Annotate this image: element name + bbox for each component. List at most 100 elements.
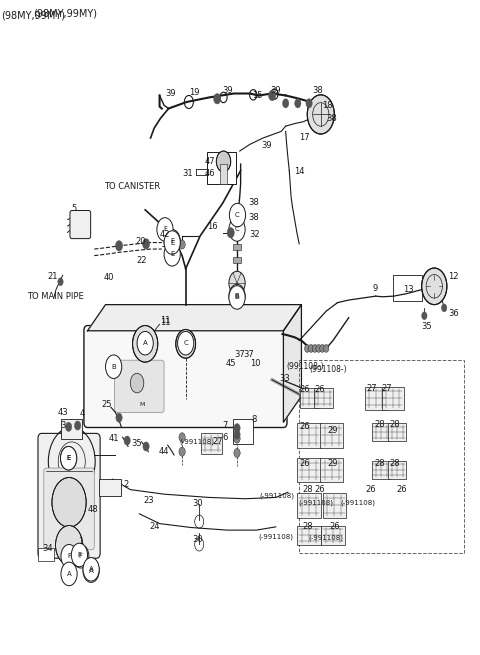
Circle shape — [178, 331, 194, 355]
Circle shape — [324, 345, 329, 352]
Circle shape — [58, 484, 85, 523]
Text: 24: 24 — [149, 522, 159, 531]
Circle shape — [130, 373, 144, 393]
Bar — [372, 423, 390, 441]
Bar — [321, 525, 345, 545]
Circle shape — [164, 242, 180, 266]
Text: E: E — [170, 240, 174, 246]
Text: 35: 35 — [132, 440, 143, 448]
Text: 26: 26 — [299, 459, 310, 468]
Circle shape — [56, 525, 83, 565]
Circle shape — [305, 345, 310, 352]
Text: A: A — [89, 567, 94, 572]
Text: 8: 8 — [252, 415, 257, 424]
Text: 13: 13 — [403, 285, 413, 294]
Circle shape — [115, 240, 123, 251]
Circle shape — [442, 304, 447, 312]
Circle shape — [106, 355, 122, 379]
Text: 30: 30 — [192, 500, 203, 508]
Text: 27: 27 — [212, 438, 223, 446]
Bar — [323, 493, 346, 517]
Bar — [388, 461, 407, 479]
Circle shape — [132, 326, 158, 362]
Text: 45: 45 — [226, 359, 236, 368]
Bar — [298, 493, 321, 517]
Circle shape — [164, 231, 180, 254]
Circle shape — [307, 95, 334, 134]
Text: (-991108): (-991108) — [179, 439, 214, 445]
Text: 33: 33 — [279, 374, 290, 383]
Text: 38: 38 — [326, 114, 337, 123]
FancyBboxPatch shape — [70, 210, 91, 238]
Text: 9: 9 — [372, 284, 377, 293]
Text: 14: 14 — [294, 168, 304, 176]
Text: 4: 4 — [80, 409, 85, 419]
Text: 28: 28 — [389, 459, 400, 468]
FancyBboxPatch shape — [38, 434, 100, 558]
Bar — [233, 257, 240, 263]
Text: 28: 28 — [302, 522, 312, 531]
Text: 28: 28 — [389, 420, 400, 429]
Polygon shape — [87, 305, 301, 331]
Circle shape — [229, 284, 245, 308]
Circle shape — [421, 312, 427, 320]
Bar — [393, 275, 422, 301]
Circle shape — [229, 217, 245, 241]
Circle shape — [312, 345, 318, 352]
Text: 31: 31 — [182, 169, 193, 178]
Text: 39: 39 — [222, 86, 232, 95]
Circle shape — [229, 271, 245, 295]
Text: 1: 1 — [78, 537, 84, 546]
Circle shape — [61, 544, 77, 568]
Text: 36: 36 — [448, 309, 458, 318]
Text: 30: 30 — [192, 535, 203, 544]
FancyBboxPatch shape — [84, 326, 287, 428]
Circle shape — [74, 421, 81, 430]
FancyBboxPatch shape — [44, 468, 94, 550]
Text: F: F — [163, 227, 167, 233]
Circle shape — [234, 434, 240, 443]
Text: E: E — [66, 455, 71, 461]
Text: (-991108): (-991108) — [259, 493, 294, 499]
FancyBboxPatch shape — [115, 360, 164, 413]
Circle shape — [52, 477, 86, 527]
Text: E: E — [66, 455, 71, 461]
Text: 44: 44 — [159, 447, 169, 456]
Bar — [38, 548, 54, 561]
Text: 26: 26 — [314, 485, 325, 494]
Circle shape — [316, 345, 321, 352]
Text: F: F — [170, 238, 174, 244]
Circle shape — [72, 543, 87, 567]
Text: TO MAIN PIPE: TO MAIN PIPE — [27, 291, 84, 301]
Text: C: C — [183, 340, 188, 346]
Circle shape — [60, 447, 77, 470]
Bar — [232, 419, 253, 444]
Text: (-991108): (-991108) — [299, 499, 334, 506]
Text: 28: 28 — [302, 485, 312, 494]
Text: (991108-): (991108-) — [309, 365, 347, 374]
Text: B: B — [235, 293, 240, 299]
Bar — [320, 458, 343, 482]
Text: A: A — [143, 339, 148, 348]
Circle shape — [214, 94, 221, 104]
Text: 19: 19 — [190, 88, 200, 97]
Circle shape — [164, 229, 180, 253]
Text: 26: 26 — [299, 385, 310, 394]
Text: A: A — [143, 340, 147, 346]
Circle shape — [157, 217, 173, 241]
Circle shape — [72, 544, 89, 568]
Circle shape — [231, 220, 243, 238]
Text: 38: 38 — [249, 198, 260, 206]
Text: 27: 27 — [367, 384, 377, 393]
Text: 40: 40 — [104, 273, 114, 282]
Bar — [298, 525, 321, 545]
Bar — [220, 164, 227, 183]
Text: 26: 26 — [365, 485, 376, 494]
Text: M: M — [140, 402, 145, 407]
Text: (-991108): (-991108) — [340, 499, 375, 506]
Circle shape — [234, 449, 240, 458]
Text: 15: 15 — [252, 91, 263, 100]
Circle shape — [295, 99, 301, 108]
Circle shape — [320, 345, 325, 352]
Text: F: F — [77, 552, 82, 558]
